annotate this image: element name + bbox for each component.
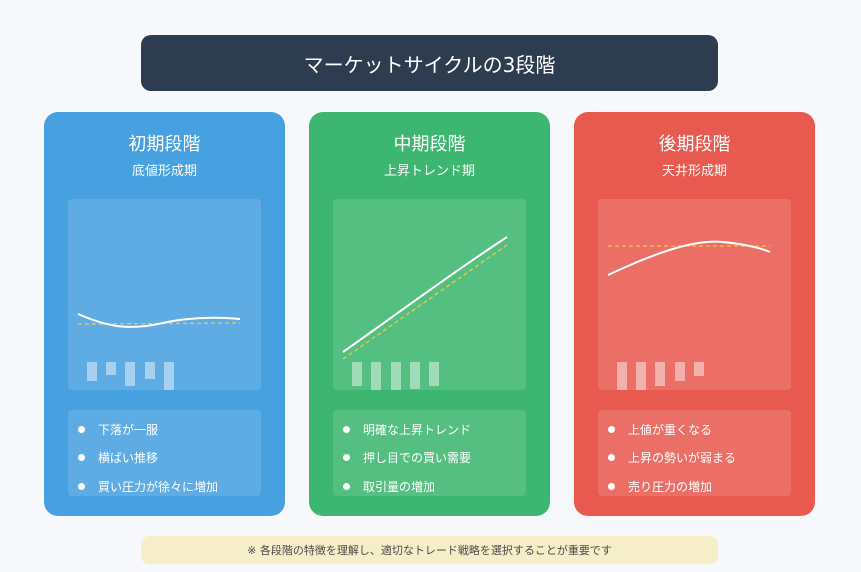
stage-card-late: 後期段階 天井形成期 上値が重くなる 上昇の勢いが弱まる 売り圧力の増加 [574,112,815,516]
bullet-icon [343,482,350,490]
volume-bar [371,362,381,390]
volume-bars [352,362,439,390]
volume-bar [694,362,704,376]
list-item: 上昇の勢いが弱まる [608,448,736,466]
stage-feature-list: 明確な上昇トレンド 押し目での買い需要 取引量の増加 [333,410,526,496]
trend-guide-line [77,322,241,325]
list-item: 横ばい推移 [78,448,158,466]
volume-bars [617,362,704,390]
bullet-icon [343,453,350,461]
bullet-icon [608,425,615,433]
stage-chart [333,199,526,390]
stage-card-early: 初期段階 底値形成期 下落が一服 横ばい推移 買い圧力が徐々に増加 [44,112,285,516]
list-item: 上値が重くなる [608,420,712,438]
bullet-icon [608,453,615,461]
stage-title: 中期段階 [393,134,466,155]
volume-bar [125,362,135,386]
volume-bar [145,362,155,379]
list-item: 押し目での買い需要 [343,448,471,466]
stage-title: 初期段階 [128,134,201,155]
stage-card-middle: 中期段階 上昇トレンド期 明確な上昇トレンド 押し目での買い需要 取引量の増加 [309,112,550,516]
trend-guide-line [342,244,508,360]
stage-feature-list: 上値が重くなる 上昇の勢いが弱まる 売り圧力の増加 [598,410,791,496]
list-item: 取引量の増加 [343,477,435,495]
stage-subtitle: 底値形成期 [131,164,197,179]
volume-bar [391,362,401,390]
list-item: 売り圧力の増加 [608,477,712,495]
stage-chart [598,199,791,390]
stage-subtitle: 上昇トレンド期 [383,164,475,179]
price-line [607,240,771,276]
bullet-icon [78,453,85,461]
bullet-icon [343,425,350,433]
volume-bar [410,362,420,389]
list-item: 買い圧力が徐々に増加 [78,477,218,495]
volume-bar [429,362,439,386]
bullet-icon [608,482,615,490]
list-item: 下落が一服 [78,420,158,438]
volume-bar [675,362,685,381]
volume-bar [164,362,174,390]
stage-subtitle: 天井形成期 [661,164,727,179]
volume-bar [636,362,646,390]
volume-bar [352,362,362,386]
volume-bar [106,362,116,375]
volume-bar [655,362,665,386]
price-line [77,313,241,328]
stage-title: 後期段階 [658,134,731,155]
list-item: 明確な上昇トレンド [343,420,471,438]
page-title: マーケットサイクルの3段階 [141,35,718,91]
volume-bars [87,362,174,390]
volume-bar [617,362,627,390]
stage-feature-list: 下落が一服 横ばい推移 買い圧力が徐々に増加 [68,410,261,496]
price-line [342,236,508,353]
bullet-icon [78,482,85,490]
footer-note: ※ 各段階の特徴を理解し、適切なトレード戦略を選択することが重要です [141,536,718,564]
volume-bar [87,362,97,381]
bullet-icon [78,425,85,433]
stage-chart [68,199,261,390]
